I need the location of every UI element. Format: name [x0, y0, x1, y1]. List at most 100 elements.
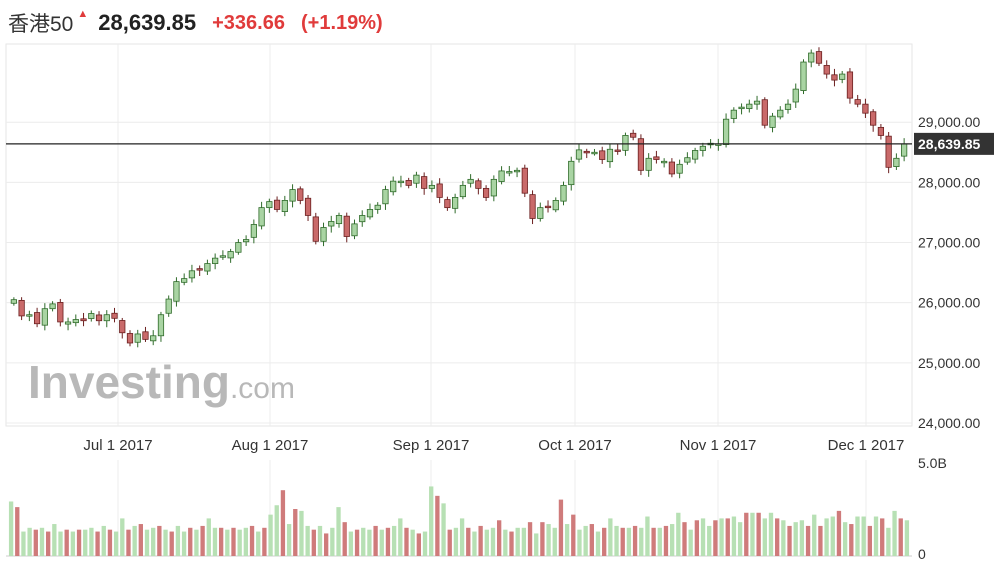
volume-bar — [676, 512, 681, 556]
volume-bar — [781, 520, 786, 556]
volume-bar — [669, 524, 675, 556]
candle-body — [452, 197, 459, 209]
candle-body — [204, 263, 211, 272]
candle-body — [599, 150, 606, 160]
volume-bar — [342, 522, 347, 556]
candle-body — [273, 199, 281, 210]
volume-bar — [175, 525, 181, 556]
volume-bar — [552, 527, 557, 556]
volume-bar — [361, 527, 366, 556]
volume-bar — [842, 522, 848, 556]
x-tick-label: Dec 1 2017 — [828, 437, 905, 454]
volume-bar — [268, 514, 273, 556]
candle-body — [784, 103, 792, 110]
volume-bar — [218, 527, 224, 556]
volume-bar — [577, 529, 582, 556]
candle-body — [769, 115, 776, 128]
candle-body — [26, 314, 33, 317]
candle-body — [335, 215, 343, 225]
candle-body — [196, 268, 203, 271]
volume-bar — [324, 533, 329, 556]
watermark-logo: Investing.com — [28, 356, 295, 408]
volume-bar — [651, 527, 656, 556]
volume-bar — [459, 518, 465, 556]
candle-body — [219, 255, 226, 258]
volume-bar — [151, 527, 156, 556]
volume-bar — [95, 531, 100, 556]
volume-bar — [583, 525, 588, 556]
volume-bar — [744, 512, 749, 556]
candle-body — [606, 148, 614, 163]
volume-bar — [181, 531, 187, 556]
volume-bar — [132, 525, 137, 556]
candle-body — [312, 216, 319, 242]
volume-bar — [484, 529, 489, 556]
candle-body — [436, 183, 443, 198]
volume-bar — [719, 518, 724, 556]
volume-bar — [595, 531, 601, 556]
candle-body — [746, 103, 753, 110]
candle-body — [18, 299, 25, 317]
candle-body — [428, 184, 436, 189]
candle-body — [753, 100, 761, 105]
x-tick-label: Aug 1 2017 — [232, 437, 309, 454]
volume-bar — [367, 529, 372, 556]
volume-bar — [163, 529, 168, 556]
candle-body — [258, 207, 265, 227]
volume-bar — [27, 527, 32, 556]
candle-body — [808, 52, 815, 63]
candle-body — [684, 157, 691, 163]
candle-body — [421, 176, 428, 189]
candle-body — [560, 184, 567, 202]
volume-bar — [280, 490, 286, 556]
volume-bar — [379, 529, 384, 556]
volume-bar — [305, 525, 310, 556]
candle-body — [173, 281, 180, 302]
volume-bar — [330, 527, 335, 556]
volume-bar — [534, 533, 539, 556]
candle-body — [57, 302, 64, 323]
candle-body — [854, 99, 861, 105]
y-tick-label: 24,000.00 — [918, 415, 980, 431]
volume-bar — [793, 522, 798, 556]
volume-bar — [521, 527, 527, 556]
volume-bar — [608, 518, 613, 556]
y-tick-label: 29,000.00 — [918, 114, 980, 130]
candle-body — [521, 167, 528, 194]
volume-bar — [626, 527, 632, 556]
candle-body — [653, 156, 660, 160]
y-tick-label: 28,000.00 — [918, 174, 980, 190]
candle-body — [134, 333, 141, 343]
volume-bar — [157, 525, 162, 556]
volume-bar — [15, 507, 20, 556]
candle-body — [877, 126, 885, 136]
volume-bar — [787, 525, 792, 556]
volume-bar — [435, 495, 440, 556]
candle-body — [839, 73, 846, 80]
volume-bar — [113, 531, 119, 556]
volume-bar — [602, 527, 607, 556]
volume-bar — [120, 518, 125, 556]
candle-body — [119, 320, 126, 334]
candle-body — [738, 106, 745, 110]
volume-bar — [101, 525, 106, 556]
volume-bar — [496, 520, 502, 556]
candle-body — [181, 278, 188, 283]
candle-body — [614, 149, 621, 152]
volume-bar — [299, 510, 304, 556]
candle-body — [49, 303, 56, 310]
candle-body — [529, 194, 536, 219]
candle-body — [397, 180, 405, 184]
candle-body — [498, 170, 505, 182]
volume-bar — [286, 524, 292, 556]
volume-bars — [8, 486, 910, 556]
candle-body — [661, 160, 668, 164]
volume-bar — [849, 524, 854, 556]
candle-body — [64, 321, 72, 325]
candle-body — [212, 257, 219, 264]
candle-body — [382, 189, 389, 205]
volume-bar — [836, 510, 842, 556]
candle-body — [165, 298, 172, 314]
candle-body — [645, 157, 652, 171]
